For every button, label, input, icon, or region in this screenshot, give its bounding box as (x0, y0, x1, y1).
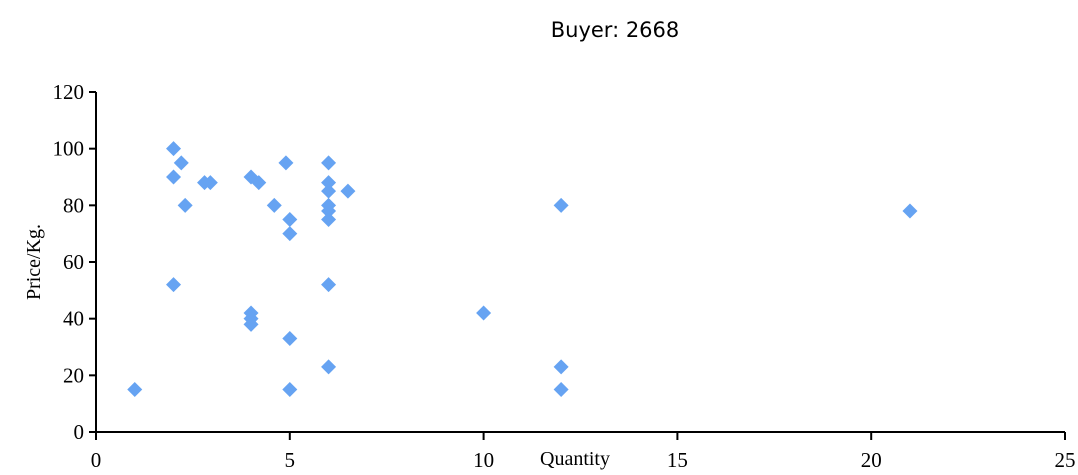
data-point (553, 382, 569, 397)
data-point (476, 305, 492, 321)
data-point (282, 331, 298, 346)
data-point (177, 197, 193, 213)
x-tick-label: 5 (285, 448, 296, 472)
data-points (127, 141, 918, 397)
data-point (243, 169, 259, 185)
chart-title: Buyer: 2668 (551, 18, 680, 42)
y-axis-label: Price/Kg. (23, 224, 45, 300)
data-point (321, 155, 337, 171)
y-axis: 0 20 40 60 80 100 120 (53, 80, 97, 444)
data-point (173, 155, 189, 171)
y-tick-label: 0 (74, 420, 85, 444)
data-point (251, 175, 267, 191)
data-point (282, 212, 298, 227)
data-point (266, 197, 282, 213)
data-point (321, 212, 337, 227)
data-point (166, 169, 182, 185)
y-tick-label: 80 (63, 193, 84, 217)
y-tick-label: 40 (63, 307, 84, 331)
y-tick-label: 60 (63, 250, 84, 274)
data-point (321, 359, 337, 375)
x-tick-label: 20 (861, 448, 882, 472)
data-point (202, 175, 218, 191)
data-point (321, 203, 337, 219)
data-point (321, 183, 337, 199)
data-point (278, 155, 294, 171)
x-tick-label: 15 (667, 448, 688, 472)
data-point (553, 359, 569, 375)
y-tick-label: 120 (53, 80, 85, 104)
y-tick-label: 100 (53, 137, 85, 161)
data-point (321, 175, 337, 191)
x-axis: 0 5 10 15 20 25 (91, 431, 1076, 472)
data-point (321, 277, 337, 293)
data-point (902, 203, 918, 219)
data-point (282, 382, 298, 397)
x-tick-label: 10 (473, 448, 494, 472)
x-axis-label: Quantity (540, 448, 610, 470)
x-tick-label: 0 (91, 448, 102, 472)
data-point (166, 141, 182, 157)
data-point (127, 382, 143, 397)
data-point (282, 226, 298, 242)
data-point (340, 183, 356, 199)
data-point (553, 197, 569, 213)
y-tick-label: 20 (63, 363, 84, 387)
data-point (166, 277, 182, 293)
data-point (243, 316, 259, 332)
x-tick-label: 25 (1055, 448, 1076, 472)
